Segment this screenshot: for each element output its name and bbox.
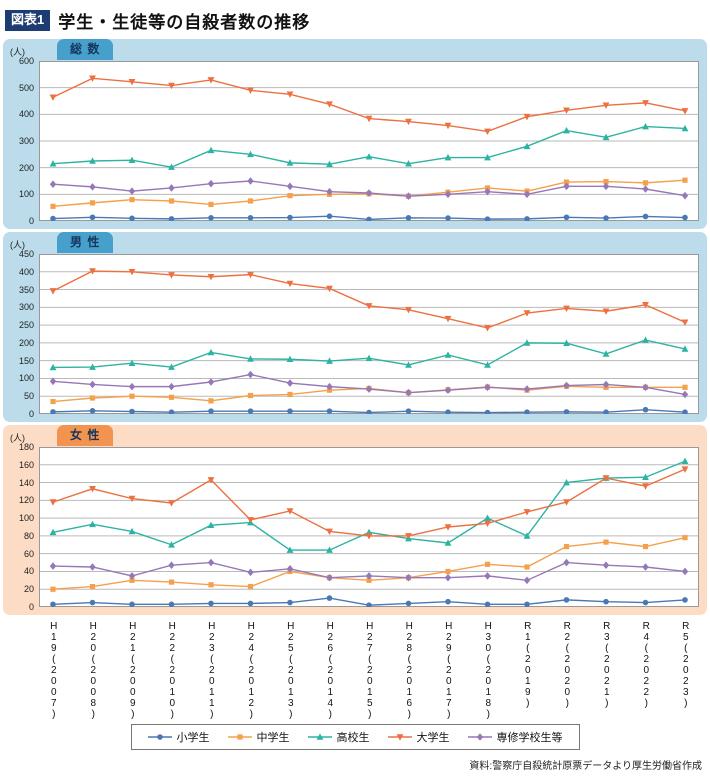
- series-university: [49, 268, 689, 332]
- y-tick-label: 100: [18, 189, 34, 200]
- x-axis-label: H19(2007): [48, 621, 60, 720]
- y-tick-label: 80: [23, 530, 34, 541]
- y-tick-label: 350: [18, 284, 34, 295]
- y-tick-label: 500: [18, 82, 34, 93]
- y-tick-label: 160: [18, 459, 34, 470]
- triangle-marker-icon: [307, 733, 332, 740]
- x-axis-label: H25(2013): [285, 621, 297, 720]
- series-high-school: [49, 336, 689, 371]
- series-university: [49, 75, 689, 135]
- legend-item-elementary: 小学生: [147, 729, 210, 745]
- panel-tab-total: 総 数: [57, 39, 114, 60]
- y-tick-label: 20: [23, 584, 34, 595]
- y-tick-label: 0: [28, 602, 34, 612]
- y-tick-label: 200: [18, 162, 34, 173]
- legend-label: 高校生: [336, 732, 370, 744]
- y-tick-label: 0: [28, 409, 34, 419]
- y-axis-unit: (人): [10, 433, 25, 443]
- y-tick-label: 120: [18, 495, 34, 506]
- y-tick-label: 200: [18, 337, 34, 348]
- x-axis-label: R3(2021): [601, 621, 613, 709]
- x-axis-label: R2(2020): [561, 621, 573, 709]
- series-elementary: [50, 595, 688, 607]
- panel-tab-male: 男 性: [57, 232, 114, 253]
- triangle-down-marker-icon: [387, 734, 412, 741]
- series-elementary: [50, 406, 688, 414]
- y-tick-label: 400: [18, 266, 34, 277]
- plot-area-male: [39, 254, 699, 414]
- y-tick-label: 40: [23, 566, 34, 577]
- chart-canvas-total: [39, 61, 699, 221]
- chart-canvas-male: [39, 254, 699, 414]
- chart-panels: 総 数 (人) 0 100 200 300 400 500 600 男 性 (人) 0 50 100 150…: [3, 39, 707, 615]
- series-vocational: [49, 558, 689, 585]
- x-axis-label: H30(2018): [482, 621, 494, 720]
- legend-box: 小学生 中学生 高校生 大学生 専修学校生等: [130, 724, 580, 750]
- legend-item-junior-high: 中学生: [227, 729, 290, 745]
- plot-area-total: [39, 61, 699, 221]
- y-tick-label: 300: [18, 136, 34, 146]
- y-tick-label: 600: [18, 56, 34, 66]
- y-axis-unit: (人): [10, 240, 25, 250]
- y-tick-label: 300: [18, 302, 34, 313]
- y-axis-unit: (人): [10, 47, 25, 57]
- series-high-school: [49, 123, 689, 170]
- chart-panel-female: 女 性 (人) 0 20 40 60 80 100 120 140 160 180: [3, 425, 707, 615]
- x-axis-label: H23(2011): [206, 621, 218, 720]
- x-axis: H19(2007) H20(2008) H21(2009) H22(2010) H23(…: [39, 618, 699, 722]
- y-tick-label: 180: [18, 442, 34, 452]
- y-tick-label: 140: [18, 477, 34, 488]
- legend-label: 小学生: [176, 732, 210, 744]
- legend-item-vocational: 専修学校生等: [467, 729, 563, 745]
- page-title: 学生・生徒等の自殺者数の推移: [58, 13, 311, 32]
- y-tick-label: 60: [23, 548, 34, 559]
- y-tick-label: 50: [23, 391, 34, 402]
- circle-marker-icon: [147, 734, 172, 740]
- y-tick-label: 250: [18, 320, 34, 331]
- y-tick-label: 150: [18, 355, 34, 366]
- legend-label: 専修学校生等: [496, 732, 563, 744]
- x-axis-label: H27(2015): [364, 621, 376, 720]
- x-axis-label: R5(2023): [680, 621, 692, 709]
- x-axis-label: H20(2008): [87, 621, 99, 720]
- y-tick-label: 400: [18, 109, 34, 120]
- legend-label: 中学生: [256, 732, 290, 744]
- y-tick-label: 450: [18, 249, 34, 259]
- x-axis-label: R4(2022): [640, 621, 652, 709]
- title-row: 図表1 学生・生徒等の自殺者数の推移: [0, 0, 710, 39]
- x-axis-label: H29(2017): [443, 621, 455, 720]
- chart-panel-total: 総 数 (人) 0 100 200 300 400 500 600: [3, 39, 707, 229]
- chart-canvas-female: [39, 447, 699, 607]
- y-tick-label: 100: [18, 373, 34, 384]
- legend: 小学生 中学生 高校生 大学生 専修学校生等: [0, 724, 710, 750]
- x-axis-label: H21(2009): [127, 621, 139, 720]
- square-marker-icon: [227, 734, 252, 740]
- legend-item-high-school: 高校生: [307, 729, 370, 745]
- source-note: 資料:警察庁自殺統計原票データより厚生労働省作成: [469, 761, 702, 772]
- series-vocational: [49, 177, 689, 200]
- figure-tag: 図表1: [5, 10, 51, 31]
- y-tick-label: 100: [18, 513, 34, 524]
- x-axis-label: H28(2016): [403, 621, 415, 720]
- series-elementary: [50, 213, 688, 221]
- plot-area-female: [39, 447, 699, 607]
- series-university: [49, 466, 689, 540]
- series-vocational: [49, 370, 689, 399]
- legend-label: 大学生: [416, 732, 450, 744]
- x-axis-label: H24(2012): [245, 621, 257, 720]
- x-axis-label: R1(2019): [522, 621, 534, 709]
- panel-tab-female: 女 性: [57, 425, 114, 446]
- x-axis-label: H22(2010): [166, 621, 178, 720]
- diamond-marker-icon: [467, 733, 492, 741]
- series-junior-high: [50, 535, 688, 592]
- legend-item-university: 大学生: [387, 729, 450, 745]
- chart-panel-male: 男 性 (人) 0 50 100 150 200 250 300 350 400 450: [3, 232, 707, 422]
- y-tick-label: 0: [28, 216, 34, 226]
- x-axis-label: H26(2014): [324, 621, 336, 720]
